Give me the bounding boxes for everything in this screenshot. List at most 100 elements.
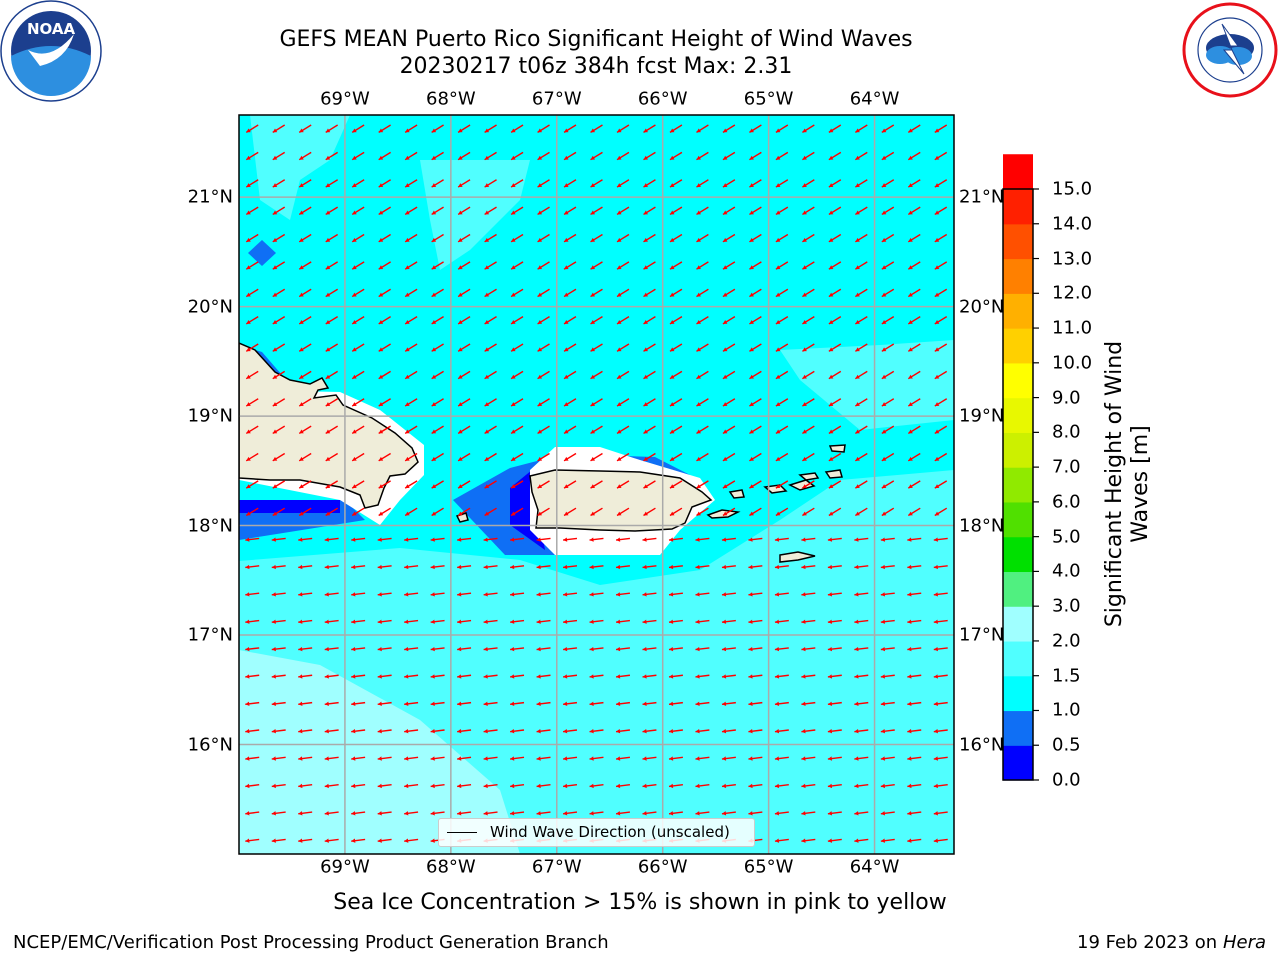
wave-arrow-head	[881, 456, 887, 461]
legend-line-icon	[447, 832, 477, 833]
wave-arrow-head	[511, 374, 516, 379]
wave-arrow-head	[405, 484, 410, 489]
colorbar-tick-label: 6.0	[1052, 491, 1081, 513]
colorbar-tick-label: 11.0	[1052, 317, 1093, 339]
wave-arrow-head	[245, 756, 250, 761]
wave-arrow-head	[272, 292, 278, 297]
wave-arrow-head	[564, 292, 569, 297]
wave-arrow-head	[617, 374, 622, 379]
wave-arrow-head	[749, 237, 754, 242]
wave-arrow-head	[511, 155, 516, 160]
wave-arrow-head	[934, 429, 940, 434]
wave-arrow-head	[749, 347, 754, 352]
wave-arrow-head	[722, 456, 728, 461]
wave-arrow-head	[536, 619, 541, 624]
wave-arrow-head	[880, 729, 886, 734]
wave-arrow-head	[669, 374, 675, 379]
wave-arrow-head	[749, 484, 754, 489]
wave-arrow-head	[351, 674, 356, 679]
wave-arrow-head	[854, 592, 859, 597]
wave-arrow-head	[457, 592, 462, 597]
nws-logo-icon	[1182, 2, 1278, 98]
wave-arrow-head	[324, 838, 329, 843]
lat-tick-right: 18°N	[959, 515, 1005, 537]
colorbar-tick-label: 13.0	[1052, 248, 1093, 270]
wave-arrow-head	[721, 701, 727, 706]
culebra-island	[728, 489, 745, 499]
wave-arrow-head	[881, 265, 887, 270]
wave-arrow-head	[617, 456, 622, 461]
wave-arrow-head	[458, 484, 463, 489]
wave-arrow-head	[775, 347, 781, 352]
noaa-logo-icon: NOAA	[0, 0, 102, 102]
wave-arrow-head	[668, 537, 674, 542]
wave-arrow-head	[933, 674, 938, 679]
wave-arrow-head	[721, 811, 727, 816]
wave-arrow-head	[483, 756, 488, 761]
wave-arrow-head	[774, 701, 780, 706]
wave-arrow-head	[352, 429, 357, 434]
wave-arrow-head	[722, 484, 728, 489]
wave-arrow-head	[589, 701, 594, 706]
wave-arrow-head	[908, 265, 913, 270]
wave-arrow-head	[430, 811, 435, 816]
wave-arrow-head	[749, 183, 754, 188]
wave-arrow-head	[299, 128, 304, 133]
wave-arrow-head	[775, 374, 781, 379]
wave-arrow-head	[564, 265, 569, 270]
map-gridlines	[239, 115, 954, 854]
wave-arrow-head	[245, 564, 250, 570]
wave-arrow-head	[510, 729, 515, 734]
wave-arrow-head	[458, 402, 463, 407]
wave-arrow-head	[642, 537, 647, 542]
wave-arrow-head	[483, 619, 488, 624]
wave-arrow-head	[721, 646, 727, 652]
wave-arrow-head	[325, 429, 331, 434]
wave-arrow-head	[775, 183, 781, 188]
wave-arrow-head	[589, 783, 594, 789]
wave-arrow-head	[458, 155, 463, 160]
wave-arrow-head	[245, 619, 250, 624]
wave-arrow-head	[563, 537, 568, 542]
wave-arrow-head	[299, 183, 304, 188]
wave-arrow-head	[298, 838, 303, 843]
wave-arrow-head	[324, 783, 329, 789]
wave-arrow-head	[352, 155, 357, 160]
wave-arrow-head	[774, 838, 780, 843]
wave-arrow-head	[510, 674, 515, 679]
wave-arrow-head	[722, 265, 728, 270]
wave-arrow-head	[246, 128, 251, 133]
lon-tick-top: 66°W	[637, 88, 688, 110]
wave-arrow-head	[484, 374, 490, 379]
colorbar-segment	[1003, 710, 1033, 746]
wave-arrow-head	[855, 292, 860, 297]
wave-arrow-head	[933, 783, 938, 789]
wave-arrow-head	[802, 128, 807, 133]
wave-arrow-head	[933, 619, 938, 624]
wave-arrow-head	[880, 838, 886, 843]
wave-arrow-head	[907, 701, 912, 706]
wave-arrow-head	[617, 402, 622, 407]
wave-arrow-head	[616, 564, 621, 570]
wave-arrow-head	[511, 210, 516, 215]
wave-arrow-head	[458, 237, 463, 242]
wave-arrow-head	[378, 402, 384, 407]
wave-arrow-head	[246, 374, 251, 379]
lon-tick-top: 67°W	[531, 88, 582, 110]
colorbar-segment	[1003, 745, 1033, 781]
wave-arrow-head	[405, 155, 410, 160]
wave-arrow-head	[775, 484, 781, 489]
wave-arrow-head	[537, 265, 543, 270]
wave-arrow-head	[881, 128, 887, 133]
wave-arrow-head	[271, 619, 276, 624]
wave-arrow-head	[299, 292, 304, 297]
wave-arrow-head	[908, 429, 913, 434]
wave-arrow-head	[351, 811, 356, 816]
wave-arrow-head	[881, 210, 887, 215]
wave-arrow-head	[801, 592, 806, 597]
wave-arrow-head	[617, 347, 622, 352]
wave-arrow-head	[855, 484, 860, 489]
wave-arrow-head	[696, 347, 701, 352]
wave-arrow-head	[325, 320, 331, 324]
lon-tick-top: 68°W	[425, 88, 476, 110]
